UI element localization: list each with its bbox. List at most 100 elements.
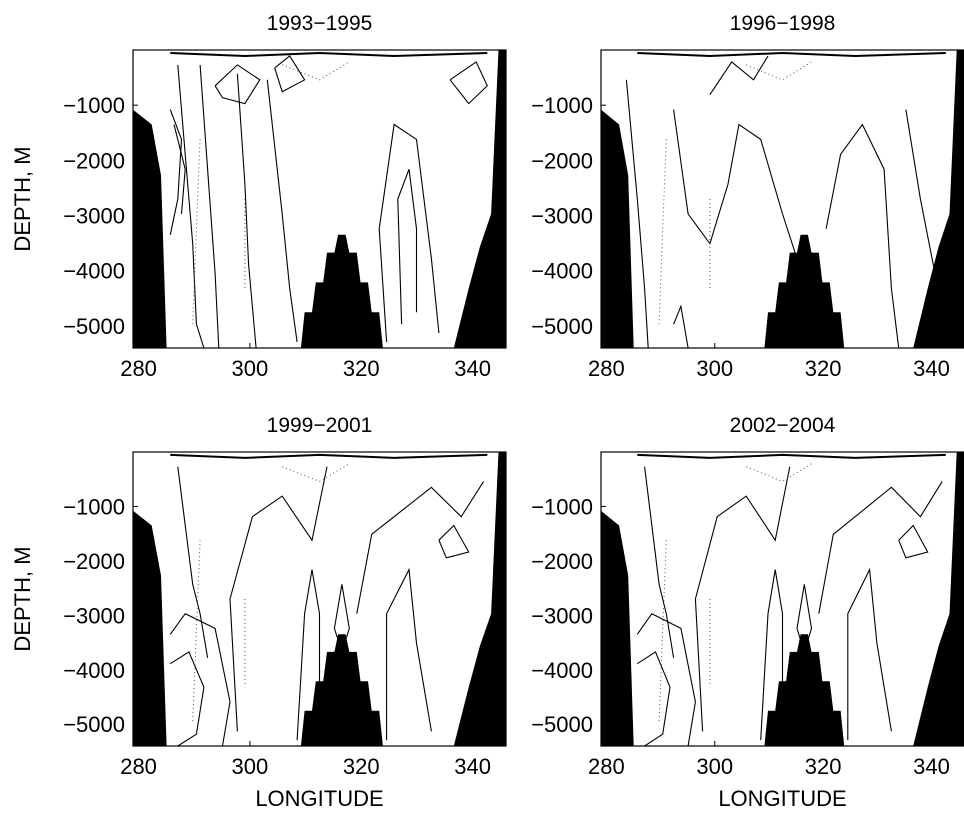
contour-line [709,55,769,96]
y-tick-label: −1000 [63,93,125,118]
contour-line-dotted [282,463,350,482]
x-tick-label: 340 [913,754,950,779]
contour-line [847,567,892,741]
contour-line [818,481,943,614]
y-tick-label: −3000 [63,204,125,229]
x-tick-label: 300 [232,754,269,779]
y-axis-label: DEPTH, M [10,146,35,251]
y-tick-label: −5000 [63,712,125,737]
contour-line [169,109,183,235]
axes-frame [132,49,507,349]
contour-line [438,524,470,559]
contour-line [229,466,328,732]
x-tick-label: 280 [120,356,157,381]
y-axis-label: DEPTH, M [10,546,35,651]
x-tick-label: 340 [913,356,950,381]
contour-panel-4: 280 300 320 340 −1000 −2000 −3000 −4000 −5000 200… [531,414,964,811]
contour-line [296,569,321,741]
surface-contour-band [637,453,946,459]
mid-ocean-ridge-terrain [300,234,383,348]
surface-contour-band [170,453,488,459]
x-tick-label: 320 [343,356,380,381]
contour-panel-2: 280 300 320 340 −1000 −2000 −3000 −4000 −5000 199… [531,12,964,381]
y-tick-label: −4000 [531,658,593,683]
y-tick-label: −5000 [531,314,593,339]
x-tick-label: 300 [696,356,733,381]
x-tick-label: 280 [588,754,625,779]
panel-title: 2002−2004 [730,414,836,437]
x-tick-label: 320 [343,754,380,779]
y-tick-label: −4000 [63,658,125,683]
y-tick-label: −3000 [531,603,593,628]
contour-line [386,567,432,741]
y-tick-label: −2000 [531,148,593,173]
x-tick-label: 340 [454,754,491,779]
contour-line [673,304,689,348]
left-coast-terrain [601,109,634,348]
contour-line-dotted [192,540,201,723]
contour-line [397,169,418,325]
contour-line [673,109,798,259]
y-tick-label: −4000 [531,259,593,284]
contour-line [274,55,306,93]
x-tick-label: 300 [232,356,269,381]
contour-line [636,612,696,746]
panel-title: 1996−1998 [730,12,836,35]
surface-contour-band [170,51,488,58]
contour-line [177,466,209,658]
contour-line [356,481,485,614]
contour-line [266,79,298,343]
contour-line-dotted [746,61,812,81]
contour-panel-3: 280 300 320 340 −1000 −2000 −3000 −4000 −5000 199… [10,414,507,811]
contour-line [898,524,929,559]
axes-frame [600,451,964,747]
surface-contour-band [637,51,946,58]
y-tick-label: −2000 [63,549,125,574]
contour-line [449,61,488,105]
y-tick-label: −3000 [531,204,593,229]
y-tick-label: −2000 [531,549,593,574]
y-tick-label: −4000 [63,259,125,284]
x-tick-label: 320 [805,356,842,381]
y-tick-label: −5000 [531,712,593,737]
contour-line-dotted [192,139,201,325]
contour-panel-1: 280 300 320 340 −1000 −2000 −3000 −4000 −5000 199… [10,12,507,381]
x-axis-label: LONGITUDE [718,786,846,811]
contour-line [760,569,784,741]
contour-line [825,123,900,348]
contour-line [173,124,186,214]
contour-line [199,64,220,348]
right-coast-terrain [453,50,506,348]
contour-line [694,466,791,732]
contour-line-dotted [746,463,812,482]
left-coast-terrain [133,109,167,348]
contour-line-dotted [282,61,350,81]
contour-line-dotted [658,139,667,325]
axes-frame [600,49,964,349]
x-tick-label: 300 [696,754,733,779]
contour-line [236,73,257,348]
y-tick-label: −1000 [531,93,593,118]
right-coast-terrain [913,50,964,348]
contour-line [214,64,261,105]
x-tick-label: 280 [120,754,157,779]
x-tick-label: 280 [588,356,625,381]
contour-line [644,466,675,658]
contour-line [169,613,231,746]
y-tick-label: −1000 [63,494,125,519]
contour-line-dotted [658,540,667,723]
axes-frame [132,451,507,747]
x-tick-label: 340 [454,356,491,381]
contour-line [625,79,649,348]
y-tick-label: −2000 [63,148,125,173]
contour-line [378,123,440,343]
panel-title: 1993−1995 [267,12,373,35]
x-axis-label: LONGITUDE [255,786,383,811]
mid-ocean-ridge-terrain [764,634,845,746]
mid-ocean-ridge-terrain [300,634,383,746]
left-coast-terrain [601,510,634,746]
y-tick-label: −3000 [63,603,125,628]
contour-line [170,651,205,746]
right-coast-terrain [913,452,964,746]
